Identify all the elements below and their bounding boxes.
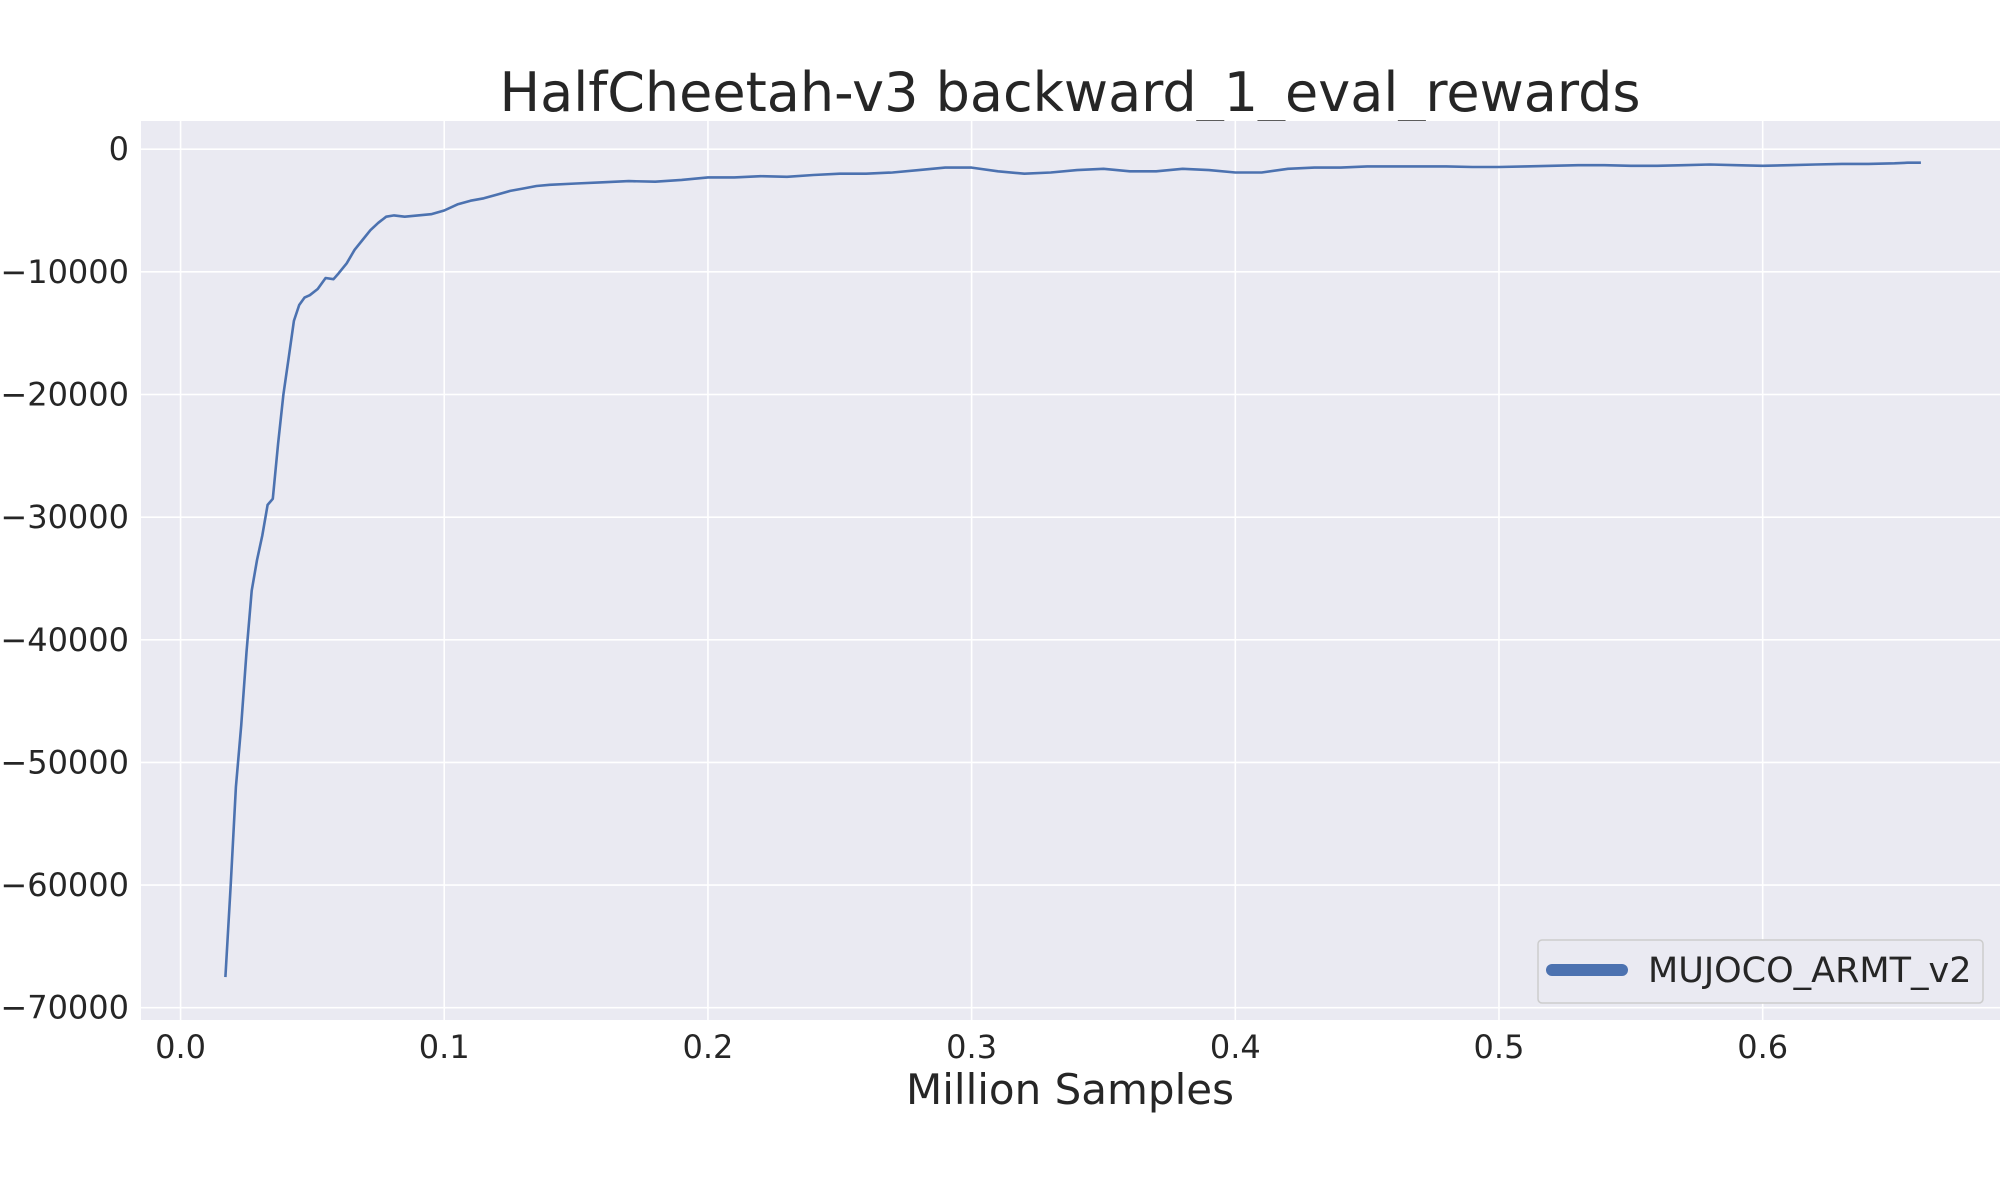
y-tick-label: −50000 bbox=[0, 743, 129, 781]
y-tick-label: −10000 bbox=[0, 253, 129, 291]
y-tick-label: −60000 bbox=[0, 866, 129, 904]
y-tick-label: −30000 bbox=[0, 498, 129, 536]
x-tick-labels: 0.0 0.1 0.2 0.3 0.4 0.5 0.6 bbox=[155, 1028, 1788, 1066]
x-tick-label: 0.1 bbox=[419, 1028, 470, 1066]
y-tick-labels: 0 −10000 −20000 −30000 −40000 −50000 −60000 −70… bbox=[0, 130, 129, 1027]
x-tick-label: 0.6 bbox=[1737, 1028, 1788, 1066]
y-tick-label: −70000 bbox=[0, 989, 129, 1027]
legend-box bbox=[1537, 939, 1984, 1004]
y-tick-label: 0 bbox=[109, 130, 129, 168]
x-axis-label: Million Samples bbox=[906, 1065, 1234, 1114]
x-tick-label: 0.2 bbox=[682, 1028, 733, 1066]
y-tick-label: −20000 bbox=[0, 376, 129, 414]
x-tick-label: 0.0 bbox=[155, 1028, 206, 1066]
x-tick-label: 0.4 bbox=[1210, 1028, 1261, 1066]
series-line bbox=[224, 161, 1921, 978]
chart-title: HalfCheetah-v3 backward_1_eval_rewards bbox=[500, 61, 1641, 124]
grid bbox=[141, 121, 2000, 1020]
legend-label: MUJOCO_ARMT_v2 bbox=[1648, 951, 1972, 991]
x-tick-label: 0.5 bbox=[1474, 1028, 1525, 1066]
series-layer bbox=[224, 161, 1921, 978]
plot-area bbox=[141, 121, 2000, 1020]
legend[interactable]: MUJOCO_ARMT_v2 bbox=[1537, 939, 1984, 1004]
x-tick-label: 0.3 bbox=[946, 1028, 997, 1066]
y-tick-label: −40000 bbox=[0, 621, 129, 659]
